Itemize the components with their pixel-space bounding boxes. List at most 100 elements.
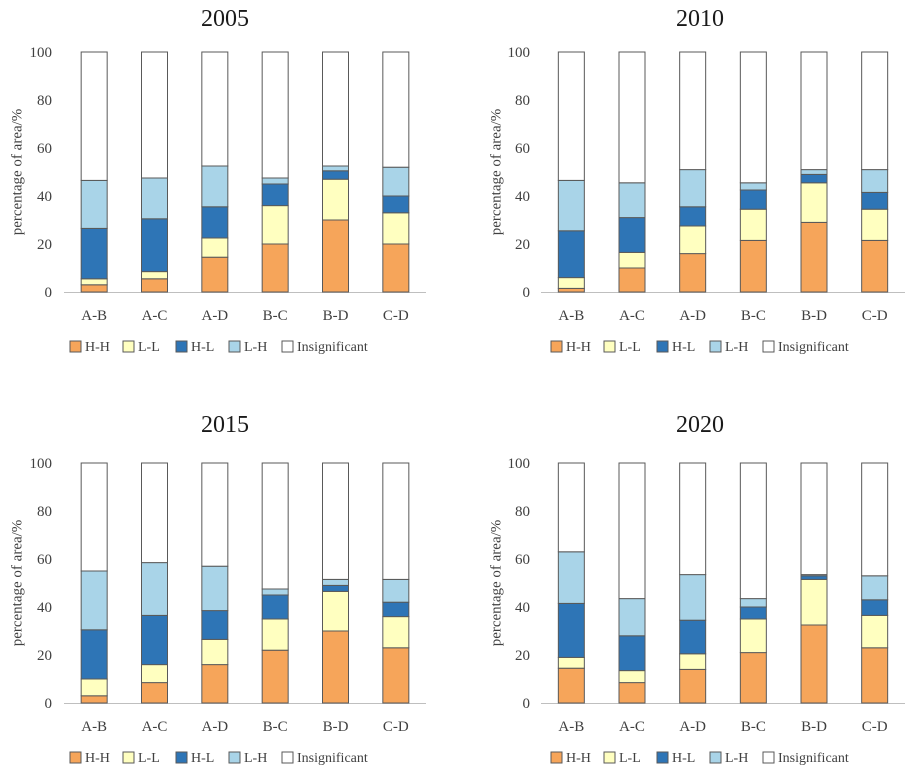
bar-segment-B-D-insignificant	[322, 51, 349, 167]
bar-segment-A-D-h-l	[201, 206, 229, 239]
legend-label: H-L	[191, 751, 214, 766]
legend-label: Insignificant	[297, 340, 368, 355]
bar-segment-B-C-insignificant	[261, 51, 289, 179]
bar-segment-A-B-l-h	[80, 570, 108, 631]
y-tick-label: 100	[30, 45, 53, 61]
bar-segment-B-D-h-h	[800, 624, 828, 704]
x-tick-label: B-D	[323, 308, 349, 324]
bar-segment-C-D-l-h	[382, 166, 410, 197]
y-tick-label: 100	[30, 456, 53, 472]
bar-segment-A-D-h-h	[679, 253, 707, 293]
bar-segment-C-D-l-l	[861, 208, 889, 241]
y-tick-label: 80	[515, 504, 530, 520]
legend-label: H-H	[85, 340, 110, 355]
bar-segment-C-D-l-h	[861, 169, 889, 193]
x-tick-label: A-B	[81, 719, 107, 735]
chart-panel-2010: 2010 percentage of area/% 0 20 40 60 80 100 A-B A…	[488, 6, 905, 355]
bar-segment-B-D-l-l	[322, 590, 349, 632]
y-tick-label: 20	[37, 237, 52, 253]
legend-label: Insignificant	[778, 340, 849, 355]
bar-segment-A-C-insignificant	[618, 51, 646, 184]
bar-segment-A-D-l-h	[679, 574, 707, 621]
bar-segment-A-D-l-l	[201, 638, 229, 666]
bar-segment-B-C-h-l	[739, 189, 767, 210]
bar-segment-A-D-insignificant	[201, 51, 229, 167]
x-tick-label: A-C	[619, 719, 645, 735]
bar-segment-A-D-insignificant	[201, 462, 229, 567]
bar-segment-C-D-l-h	[382, 578, 410, 603]
bar-segment-A-D-insignificant	[679, 51, 707, 171]
bar-segment-B-C-h-l	[261, 594, 289, 620]
legend-swatch-insignificant	[281, 340, 294, 353]
bar-segment-B-D-l-h	[322, 578, 349, 586]
bar-segment-A-C-l-h	[141, 177, 168, 220]
bar-segment-A-B-h-h	[80, 284, 108, 293]
bar-segment-C-D-l-h	[861, 575, 889, 601]
bar-segment-B-C-l-h	[261, 588, 289, 596]
y-tick-label: 80	[515, 93, 530, 109]
legend-swatch-l-h	[709, 751, 722, 764]
bar-segment-A-B-l-l	[80, 278, 108, 286]
bar-segment-B-C-l-h	[261, 177, 289, 185]
bar-segment-A-D-h-h	[679, 668, 707, 704]
x-tick-label: A-C	[142, 308, 168, 324]
bar-segment-A-C-insignificant	[618, 462, 646, 600]
y-tick-label: 20	[515, 648, 530, 664]
legend-swatch-l-h	[228, 751, 241, 764]
legend-label: L-L	[619, 340, 641, 355]
bar-segment-A-B-h-l	[557, 230, 585, 279]
bar-segment-A-B-insignificant	[557, 462, 585, 553]
bar-segment-C-D-h-l	[861, 191, 889, 210]
chart-title: 2010	[676, 6, 724, 32]
legend-label: L-H	[725, 340, 748, 355]
bar-segment-A-B-l-l	[80, 678, 108, 697]
bar-segment-B-D-h-l	[322, 584, 349, 592]
chart-title: 2005	[201, 6, 249, 32]
bar-segment-A-C-h-l	[618, 217, 646, 253]
bar-segment-A-C-h-h	[141, 682, 168, 704]
x-tick-label: A-B	[558, 308, 584, 324]
legend-label: H-H	[85, 751, 110, 766]
bar-segment-B-D-h-l	[322, 170, 349, 180]
y-axis-label: percentage of area/%	[9, 109, 25, 236]
bar-segment-A-D-h-l	[201, 610, 229, 640]
bar-segment-A-B-insignificant	[80, 462, 108, 572]
y-tick-label: 20	[515, 237, 530, 253]
bar-segment-B-C-h-h	[261, 243, 289, 293]
y-tick-label: 0	[523, 285, 531, 301]
bar-segment-A-C-l-l	[141, 664, 168, 684]
bar-segment-B-D-l-l	[800, 578, 828, 626]
bar-segment-B-C-l-l	[261, 618, 289, 651]
bar-segment-A-C-l-h	[141, 562, 168, 616]
bar-segment-A-B-l-h	[557, 179, 585, 232]
x-tick-label: C-D	[383, 308, 409, 324]
bar-segment-C-D-h-l	[382, 601, 410, 618]
bar-segment-C-D-l-l	[382, 212, 410, 245]
bar-segment-B-C-h-l	[739, 606, 767, 620]
x-tick-label: A-D	[679, 308, 706, 324]
legend-swatch-l-l	[122, 751, 135, 764]
x-tick-label: B-D	[323, 719, 349, 735]
x-tick-label: A-C	[619, 308, 645, 324]
bar-segment-A-D-l-l	[679, 653, 707, 670]
y-tick-label: 60	[37, 141, 52, 157]
x-tick-label: A-C	[142, 719, 168, 735]
bar-segment-C-D-l-l	[382, 616, 410, 649]
x-tick-label: C-D	[383, 719, 409, 735]
y-tick-label: 60	[515, 552, 530, 568]
bar-segment-B-D-l-l	[800, 182, 828, 223]
bar-segment-A-C-l-l	[618, 251, 646, 269]
legend-label: L-H	[725, 751, 748, 766]
bar-segment-A-D-insignificant	[679, 462, 707, 576]
x-tick-label: B-D	[801, 719, 827, 735]
legend-label: H-L	[672, 340, 695, 355]
legend-swatch-h-h	[69, 340, 82, 353]
legend-swatch-l-l	[603, 340, 616, 353]
legend-swatch-h-l	[175, 751, 188, 764]
x-tick-label: A-B	[81, 308, 107, 324]
bar-segment-A-B-h-h	[80, 695, 108, 704]
bar-segment-A-C-h-l	[141, 614, 168, 666]
y-tick-label: 0	[45, 696, 53, 712]
y-tick-label: 40	[37, 189, 52, 205]
bar-segment-B-C-insignificant	[739, 462, 767, 600]
